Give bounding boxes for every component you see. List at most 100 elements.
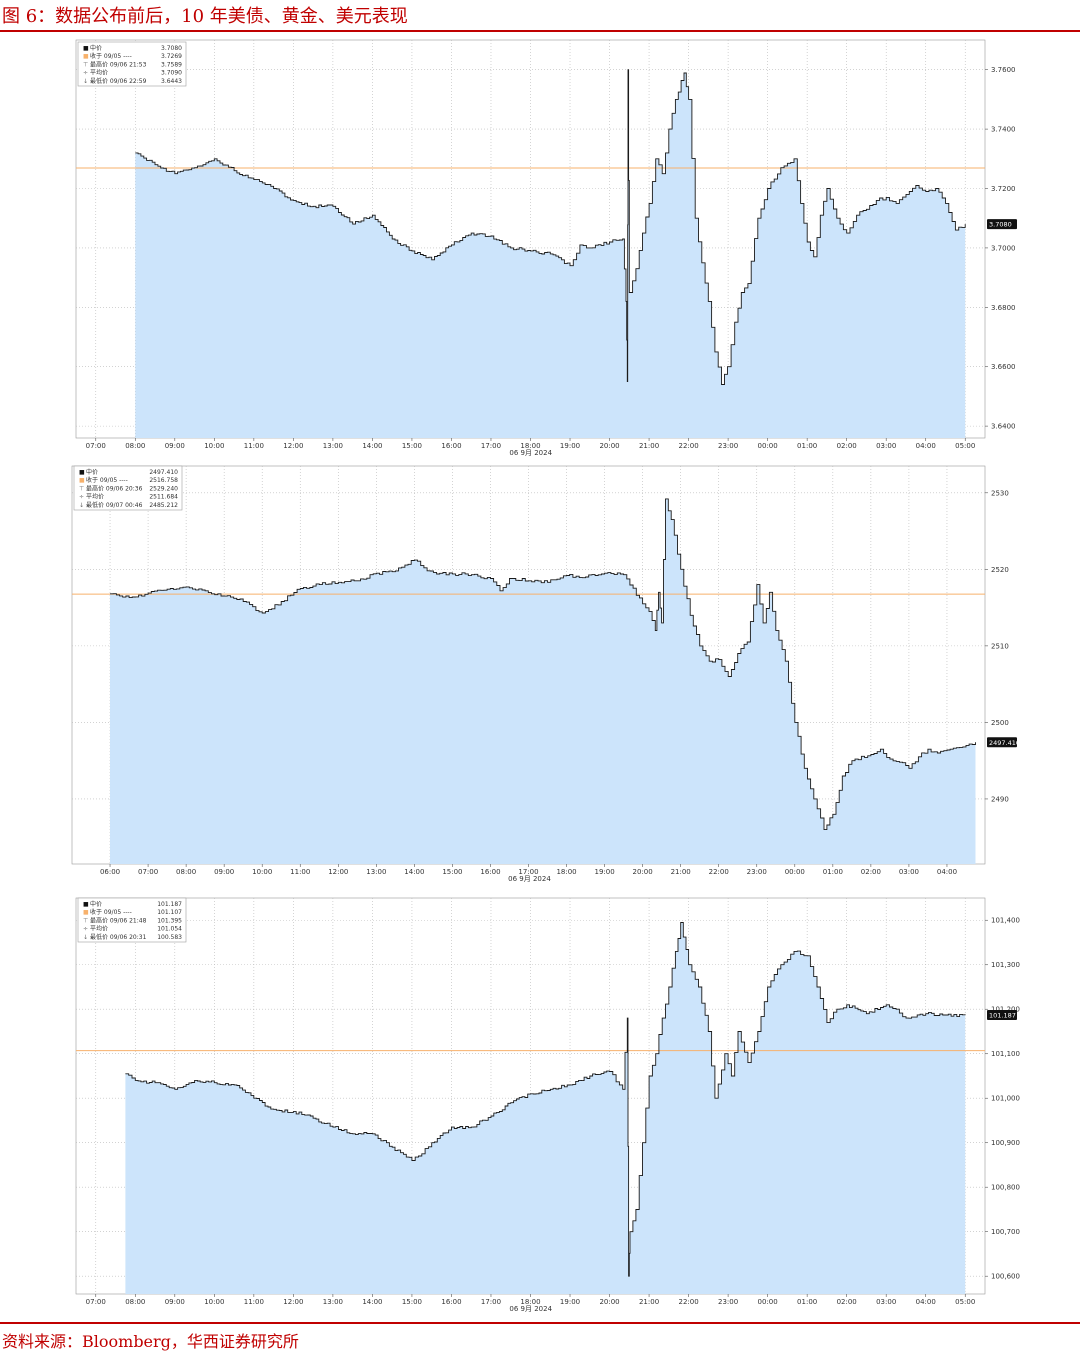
x-tick-label-0800: 08:00 xyxy=(125,1298,145,1306)
x-tick-label-1700: 17:00 xyxy=(481,1298,501,1306)
x-tick-label-2000: 20:00 xyxy=(633,868,653,876)
x-tick-label-0500: 05:00 xyxy=(955,1298,975,1306)
legend-marker-icon: ⊤ xyxy=(83,917,88,924)
legend-label: 平均价 xyxy=(90,69,108,77)
x-tick-label-2300: 23:00 xyxy=(718,442,738,450)
x-tick-label-0300: 03:00 xyxy=(876,1298,896,1306)
x-tick-label-2200: 22:00 xyxy=(709,868,729,876)
x-tick-label-0300: 03:00 xyxy=(899,868,919,876)
source-bar: 资料来源：Bloomberg，华西证券研究所 xyxy=(0,1322,1080,1353)
legend-label: 最低价 09/07 00:46 xyxy=(86,501,143,509)
legend-value: 2485.212 xyxy=(149,502,178,509)
y-tick-label: 3.6400 xyxy=(991,423,1016,431)
legend-value: 2529.240 xyxy=(149,485,178,492)
legend-label: 中价 xyxy=(86,468,98,476)
y-tick-label: 100,900 xyxy=(991,1139,1020,1147)
x-date-label: 06 9月 2024 xyxy=(509,449,552,457)
legend-label: 收于 09/05 ---- xyxy=(86,476,128,484)
last-value-label: 2497.410 xyxy=(989,739,1020,747)
x-tick-label-0800: 08:00 xyxy=(176,868,196,876)
x-tick-label-1100: 11:00 xyxy=(244,1298,264,1306)
legend-value: 2516.758 xyxy=(149,477,178,484)
x-tick-label-2200: 22:00 xyxy=(678,1298,698,1306)
x-tick-label-2100: 21:00 xyxy=(639,1298,659,1306)
x-tick-label-0200: 02:00 xyxy=(837,442,857,450)
legend-label: 收于 09/05 ---- xyxy=(90,908,132,916)
legend-value: 3.7269 xyxy=(161,53,182,60)
x-tick-label-0100: 01:00 xyxy=(797,1298,817,1306)
legend-label: 平均价 xyxy=(90,925,108,933)
x-tick-label-1800: 18:00 xyxy=(556,868,576,876)
x-tick-label-2300: 23:00 xyxy=(718,1298,738,1306)
x-tick-label-1100: 11:00 xyxy=(244,442,264,450)
y-tick-label: 100,700 xyxy=(991,1228,1020,1236)
x-tick-label-0400: 04:00 xyxy=(937,868,957,876)
x-tick-label-0500: 05:00 xyxy=(955,442,975,450)
x-tick-label-1400: 14:00 xyxy=(362,442,382,450)
x-tick-label-0100: 01:00 xyxy=(797,442,817,450)
legend-label: 最高价 09/06 21:53 xyxy=(90,60,147,68)
x-tick-label-1500: 15:00 xyxy=(402,442,422,450)
x-tick-label-1300: 13:00 xyxy=(323,442,343,450)
legend-marker-icon: ■ xyxy=(79,477,85,484)
x-tick-label-0200: 02:00 xyxy=(837,1298,857,1306)
y-tick-label: 100,600 xyxy=(991,1273,1020,1281)
x-date-label: 06 9月 2024 xyxy=(508,875,551,883)
x-tick-label-1000: 10:00 xyxy=(252,868,272,876)
legend-marker-icon: ⊤ xyxy=(83,61,88,68)
y-tick-label: 3.7000 xyxy=(991,244,1016,252)
x-tick-label-1100: 11:00 xyxy=(290,868,310,876)
x-tick-label-0200: 02:00 xyxy=(861,868,881,876)
x-tick-label-1300: 13:00 xyxy=(366,868,386,876)
legend-marker-icon: ■ xyxy=(83,53,89,60)
x-tick-label-2200: 22:00 xyxy=(678,442,698,450)
x-tick-label-1600: 16:00 xyxy=(480,868,500,876)
y-tick-label: 2490 xyxy=(991,795,1009,803)
legend-value: 3.7589 xyxy=(161,61,182,68)
x-tick-label-1600: 16:00 xyxy=(441,1298,461,1306)
x-tick-label-0400: 04:00 xyxy=(916,442,936,450)
y-tick-label: 2500 xyxy=(991,719,1009,727)
legend-marker-icon: ÷ xyxy=(83,926,88,933)
legend-label: 中价 xyxy=(90,44,102,52)
x-tick-label-0700: 07:00 xyxy=(86,1298,106,1306)
figure-title-bar: 图 6：数据公布前后，10 年美债、黄金、美元表现 xyxy=(0,0,1080,32)
x-tick-label-1500: 15:00 xyxy=(402,1298,422,1306)
last-value-label: 101.187 xyxy=(989,1012,1016,1020)
x-tick-label-0000: 00:00 xyxy=(758,442,778,450)
x-tick-label-1900: 19:00 xyxy=(560,1298,580,1306)
y-tick-label: 101,400 xyxy=(991,917,1020,925)
legend-marker-icon: ⊤ xyxy=(79,485,84,492)
legend-value: 101.107 xyxy=(157,909,182,916)
legend-value: 2497.410 xyxy=(149,469,178,476)
x-tick-label-1200: 12:00 xyxy=(328,868,348,876)
x-tick-label-1400: 14:00 xyxy=(362,1298,382,1306)
x-tick-label-0000: 00:00 xyxy=(758,1298,778,1306)
x-tick-label-0900: 09:00 xyxy=(165,442,185,450)
legend-value: 101.187 xyxy=(157,901,182,908)
legend-label: 最低价 09/06 22:59 xyxy=(90,77,147,85)
last-value-label: 3.7080 xyxy=(989,221,1012,229)
y-tick-label: 101,100 xyxy=(991,1050,1020,1058)
legend-label: 中价 xyxy=(90,900,102,908)
legend-value: 3.7090 xyxy=(161,70,182,77)
y-tick-label: 101,300 xyxy=(991,961,1020,969)
legend-marker-icon: ■ xyxy=(83,45,89,52)
y-tick-label: 2530 xyxy=(991,489,1009,497)
x-tick-label-2100: 21:00 xyxy=(639,442,659,450)
x-tick-label-1600: 16:00 xyxy=(441,442,461,450)
x-tick-label-0700: 07:00 xyxy=(86,442,106,450)
x-tick-label-1900: 19:00 xyxy=(594,868,614,876)
x-tick-label-1200: 12:00 xyxy=(283,1298,303,1306)
y-tick-label: 3.6800 xyxy=(991,304,1016,312)
x-tick-label-0700: 07:00 xyxy=(138,868,158,876)
legend-marker-icon: ↓ xyxy=(79,502,84,509)
legend-value: 101.395 xyxy=(157,917,182,924)
legend-value: 101.054 xyxy=(157,926,182,933)
y-tick-label: 3.7600 xyxy=(991,66,1016,74)
legend-label: 最高价 09/06 21:48 xyxy=(90,916,147,924)
x-tick-label-2300: 23:00 xyxy=(747,868,767,876)
y-tick-label: 101,000 xyxy=(991,1095,1020,1103)
